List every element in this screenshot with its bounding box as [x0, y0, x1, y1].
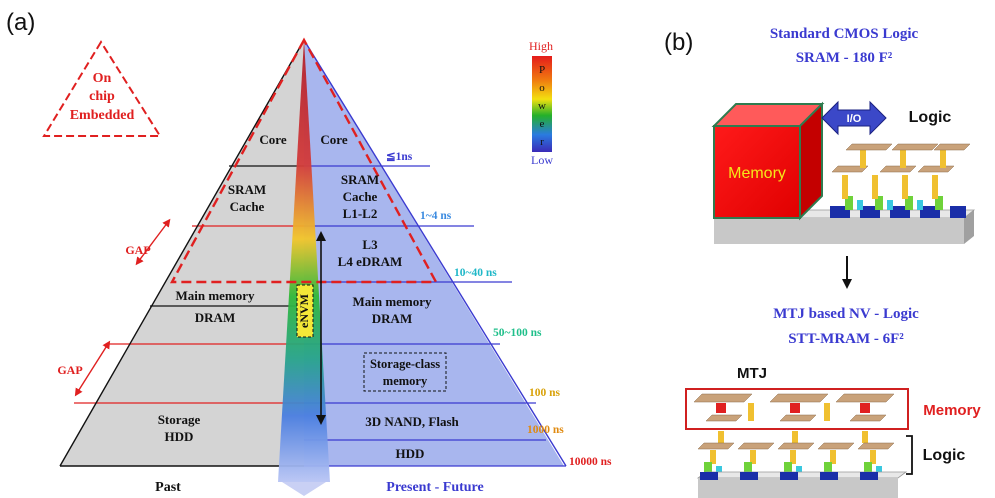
embedded-line-1: On — [93, 71, 112, 86]
latency-scm: 100 ns — [529, 387, 561, 399]
embedded-line-3: Embedded — [70, 108, 135, 123]
cmos-title: Standard CMOS Logic — [770, 26, 919, 42]
cmos-substrate-side — [964, 210, 974, 244]
present-axis-label: Present - Future — [386, 480, 483, 495]
cmos-subtitle: SRAM - 180 F² — [796, 50, 893, 66]
present-sram-1: SRAM — [341, 172, 379, 187]
mtj-title: MTJ based NV - Logic — [773, 306, 919, 322]
memory-cube-label: Memory — [728, 165, 786, 182]
power-low-label: Low — [531, 153, 553, 167]
gap-arrow-lower — [74, 340, 111, 397]
gap-label-upper: GAP — [125, 243, 150, 257]
mtj-logic-layer — [697, 431, 895, 474]
memory-cube-front — [713, 125, 801, 219]
logic-bracket — [906, 435, 913, 475]
present-nand: 3D NAND, Flash — [365, 414, 459, 429]
power-high-label: High — [529, 39, 553, 53]
envm-label-box — [296, 284, 314, 338]
mtj-memory-layer — [693, 393, 895, 422]
present-l3-1: L3 — [362, 237, 378, 252]
past-sram-2: Cache — [230, 199, 265, 214]
gap-arrow-upper — [135, 218, 171, 266]
cmos-active-regions — [830, 196, 966, 218]
logic-layer-tag: Logic — [923, 447, 966, 464]
latency-l3: 10~40 ns — [454, 267, 497, 279]
on-chip-embedded-dashed-region — [169, 37, 439, 284]
present-l3-2: L4 eDRAM — [338, 254, 403, 269]
pyramid-right-edge — [303, 39, 567, 467]
present-sram-3: L1-L2 — [343, 206, 378, 221]
present-storage-class-1: Storage-class — [370, 357, 440, 371]
envm-label: eNVM — [297, 294, 311, 328]
latency-nand: 1000 ns — [527, 424, 564, 436]
mtj-label: MTJ — [737, 365, 767, 382]
power-letter-o: o — [539, 82, 545, 94]
mtj-substrate — [698, 478, 898, 498]
latency-dram: 50~100 ns — [493, 327, 542, 339]
present-main-2: DRAM — [372, 311, 412, 326]
power-letter-e: e — [540, 118, 545, 130]
present-core: Core — [320, 132, 347, 147]
io-label: I/O — [847, 113, 862, 125]
cmos-logic-interconnect — [831, 143, 971, 199]
power-letter-r: r — [540, 136, 544, 148]
cmos-substrate — [714, 218, 964, 244]
embedded-line-2: chip — [89, 89, 115, 104]
io-double-arrow — [821, 100, 887, 136]
gap-label-lower: GAP — [57, 363, 82, 377]
past-axis-label: Past — [155, 480, 181, 495]
latency-l1l2: 1~4 ns — [420, 210, 452, 222]
panel-a-label: (a) — [6, 9, 35, 36]
past-sram-1: SRAM — [228, 182, 266, 197]
past-main-1: Main memory — [175, 288, 255, 303]
power-letter-w: w — [538, 100, 546, 112]
storage-class-dashed-box — [363, 352, 447, 392]
past-core: Core — [259, 132, 286, 147]
embedded-legend-triangle — [42, 40, 162, 137]
memory-layer-box — [685, 388, 909, 430]
logic-label-top: Logic — [909, 109, 952, 126]
past-tier-lines-red — [74, 225, 304, 404]
past-main-2: DRAM — [195, 310, 235, 325]
power-letter-p: P — [539, 64, 545, 76]
past-tier-lines — [150, 165, 304, 307]
latency-hdd: 10000 ns — [569, 456, 612, 468]
latency-core: ≦1ns — [386, 151, 413, 163]
memory-layer-tag: Memory — [923, 402, 981, 419]
present-sram-2: Cache — [343, 189, 378, 204]
mtj-subtitle: STT-MRAM - 6F² — [788, 331, 904, 347]
mtj-active-regions — [700, 472, 878, 480]
past-storage-2: HDD — [165, 429, 194, 444]
present-storage-class-2: memory — [383, 374, 428, 388]
beam-tip — [282, 482, 326, 496]
cmos-subtitle-text: SRAM - 180 F² — [796, 50, 893, 66]
power-colorbar — [532, 56, 552, 152]
past-storage-1: Storage — [158, 412, 201, 427]
panel-b-label: (b) — [664, 29, 693, 56]
present-hdd: HDD — [396, 446, 425, 461]
present-main-1: Main memory — [352, 294, 432, 309]
